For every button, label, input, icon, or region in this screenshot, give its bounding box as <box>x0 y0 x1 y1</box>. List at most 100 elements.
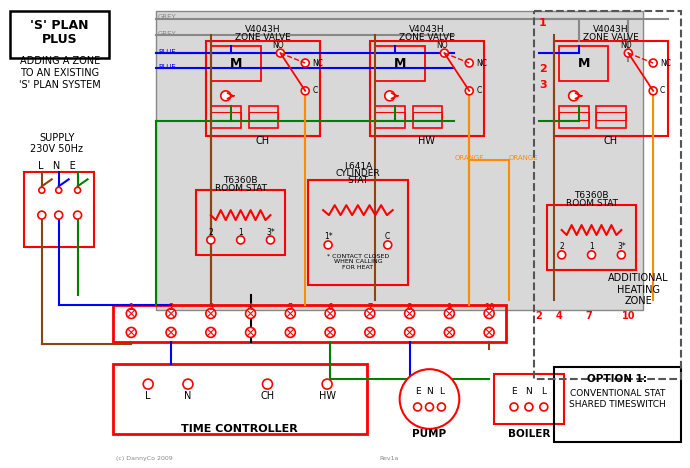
Circle shape <box>413 403 422 411</box>
Circle shape <box>55 211 63 219</box>
Circle shape <box>437 403 446 411</box>
Text: 1: 1 <box>539 18 546 28</box>
Text: ZONE VALVE: ZONE VALVE <box>582 33 638 42</box>
Text: M: M <box>578 57 590 70</box>
Text: 9: 9 <box>446 303 452 312</box>
Circle shape <box>246 328 255 337</box>
Circle shape <box>404 308 415 319</box>
Circle shape <box>558 251 566 259</box>
Text: 7: 7 <box>367 303 373 312</box>
Text: M: M <box>230 57 241 70</box>
Bar <box>554 367 681 442</box>
Bar <box>113 305 506 343</box>
Text: N: N <box>184 391 192 401</box>
Text: CONVENTIONAL STAT
SHARED TIMESWITCH: CONVENTIONAL STAT SHARED TIMESWITCH <box>569 389 666 409</box>
Bar <box>308 180 408 285</box>
Circle shape <box>75 187 81 193</box>
Circle shape <box>365 328 375 337</box>
Text: L641A: L641A <box>344 162 372 171</box>
Circle shape <box>484 328 494 337</box>
Text: M: M <box>393 57 406 70</box>
Circle shape <box>286 328 295 337</box>
Circle shape <box>618 251 625 259</box>
Circle shape <box>365 308 375 319</box>
Circle shape <box>444 308 454 319</box>
Text: * CONTACT CLOSED
WHEN CALLING
FOR HEAT: * CONTACT CLOSED WHEN CALLING FOR HEAT <box>327 254 389 270</box>
Bar <box>206 41 320 136</box>
Text: C: C <box>660 87 665 95</box>
Text: NC: NC <box>312 58 323 67</box>
Bar <box>413 106 442 128</box>
Text: TIME CONTROLLER: TIME CONTROLLER <box>181 424 298 434</box>
Text: ORANGE: ORANGE <box>509 155 539 161</box>
Text: C: C <box>312 87 317 95</box>
Circle shape <box>384 241 392 249</box>
Text: C: C <box>385 233 391 241</box>
Text: 10: 10 <box>484 303 495 312</box>
Circle shape <box>465 87 473 95</box>
Text: 3*: 3* <box>617 242 626 251</box>
Bar <box>554 41 668 136</box>
Bar <box>559 112 589 120</box>
Circle shape <box>74 211 81 219</box>
Text: BLUE: BLUE <box>158 49 176 55</box>
Text: PLUS: PLUS <box>42 33 77 46</box>
Text: 7: 7 <box>585 310 592 321</box>
Circle shape <box>207 236 215 244</box>
Text: E: E <box>415 387 420 395</box>
Text: L: L <box>146 391 151 401</box>
Text: GREY: GREY <box>158 15 177 20</box>
Text: 6: 6 <box>328 303 333 312</box>
Text: ORANGE: ORANGE <box>454 155 484 161</box>
Text: Rev1a: Rev1a <box>380 456 400 461</box>
Text: V4043H: V4043H <box>245 25 280 34</box>
Bar <box>211 106 241 128</box>
Circle shape <box>206 308 216 319</box>
Text: NO: NO <box>273 41 284 50</box>
Text: N: N <box>426 387 433 395</box>
Text: L: L <box>542 387 546 395</box>
Text: OPTION 1:: OPTION 1: <box>587 374 647 384</box>
Text: SUPPLY
230V 50Hz: SUPPLY 230V 50Hz <box>30 133 83 154</box>
Text: T6360B: T6360B <box>574 191 609 200</box>
Bar <box>370 41 484 136</box>
Text: ROOM STAT: ROOM STAT <box>215 184 266 193</box>
Circle shape <box>322 379 332 389</box>
Text: NC: NC <box>476 58 487 67</box>
Circle shape <box>126 308 136 319</box>
Circle shape <box>588 251 595 259</box>
Circle shape <box>649 87 657 95</box>
Circle shape <box>221 91 230 101</box>
Circle shape <box>56 187 61 193</box>
Text: ZONE VALVE: ZONE VALVE <box>399 33 455 42</box>
Bar <box>10 11 110 58</box>
Bar <box>559 106 589 128</box>
Text: GREY: GREY <box>158 31 177 37</box>
Text: C: C <box>476 87 482 95</box>
Circle shape <box>465 59 473 67</box>
Bar <box>494 374 564 424</box>
Circle shape <box>440 49 449 57</box>
Circle shape <box>540 403 548 411</box>
Circle shape <box>266 236 275 244</box>
Bar <box>596 112 627 120</box>
Text: CYLINDER: CYLINDER <box>335 169 380 178</box>
Text: L: L <box>439 387 444 395</box>
Text: 5: 5 <box>288 303 293 312</box>
Circle shape <box>166 308 176 319</box>
Circle shape <box>166 328 176 337</box>
Text: 8: 8 <box>407 303 413 312</box>
Circle shape <box>325 328 335 337</box>
Circle shape <box>569 91 579 101</box>
Circle shape <box>385 91 395 101</box>
Text: 2: 2 <box>208 227 213 236</box>
Bar <box>534 11 681 379</box>
Circle shape <box>624 49 632 57</box>
Bar <box>196 190 286 255</box>
Bar <box>413 112 442 120</box>
Text: 4: 4 <box>555 310 562 321</box>
Circle shape <box>38 211 46 219</box>
Text: 10: 10 <box>622 310 635 321</box>
Text: L   N   E: L N E <box>38 161 76 171</box>
Circle shape <box>286 308 295 319</box>
